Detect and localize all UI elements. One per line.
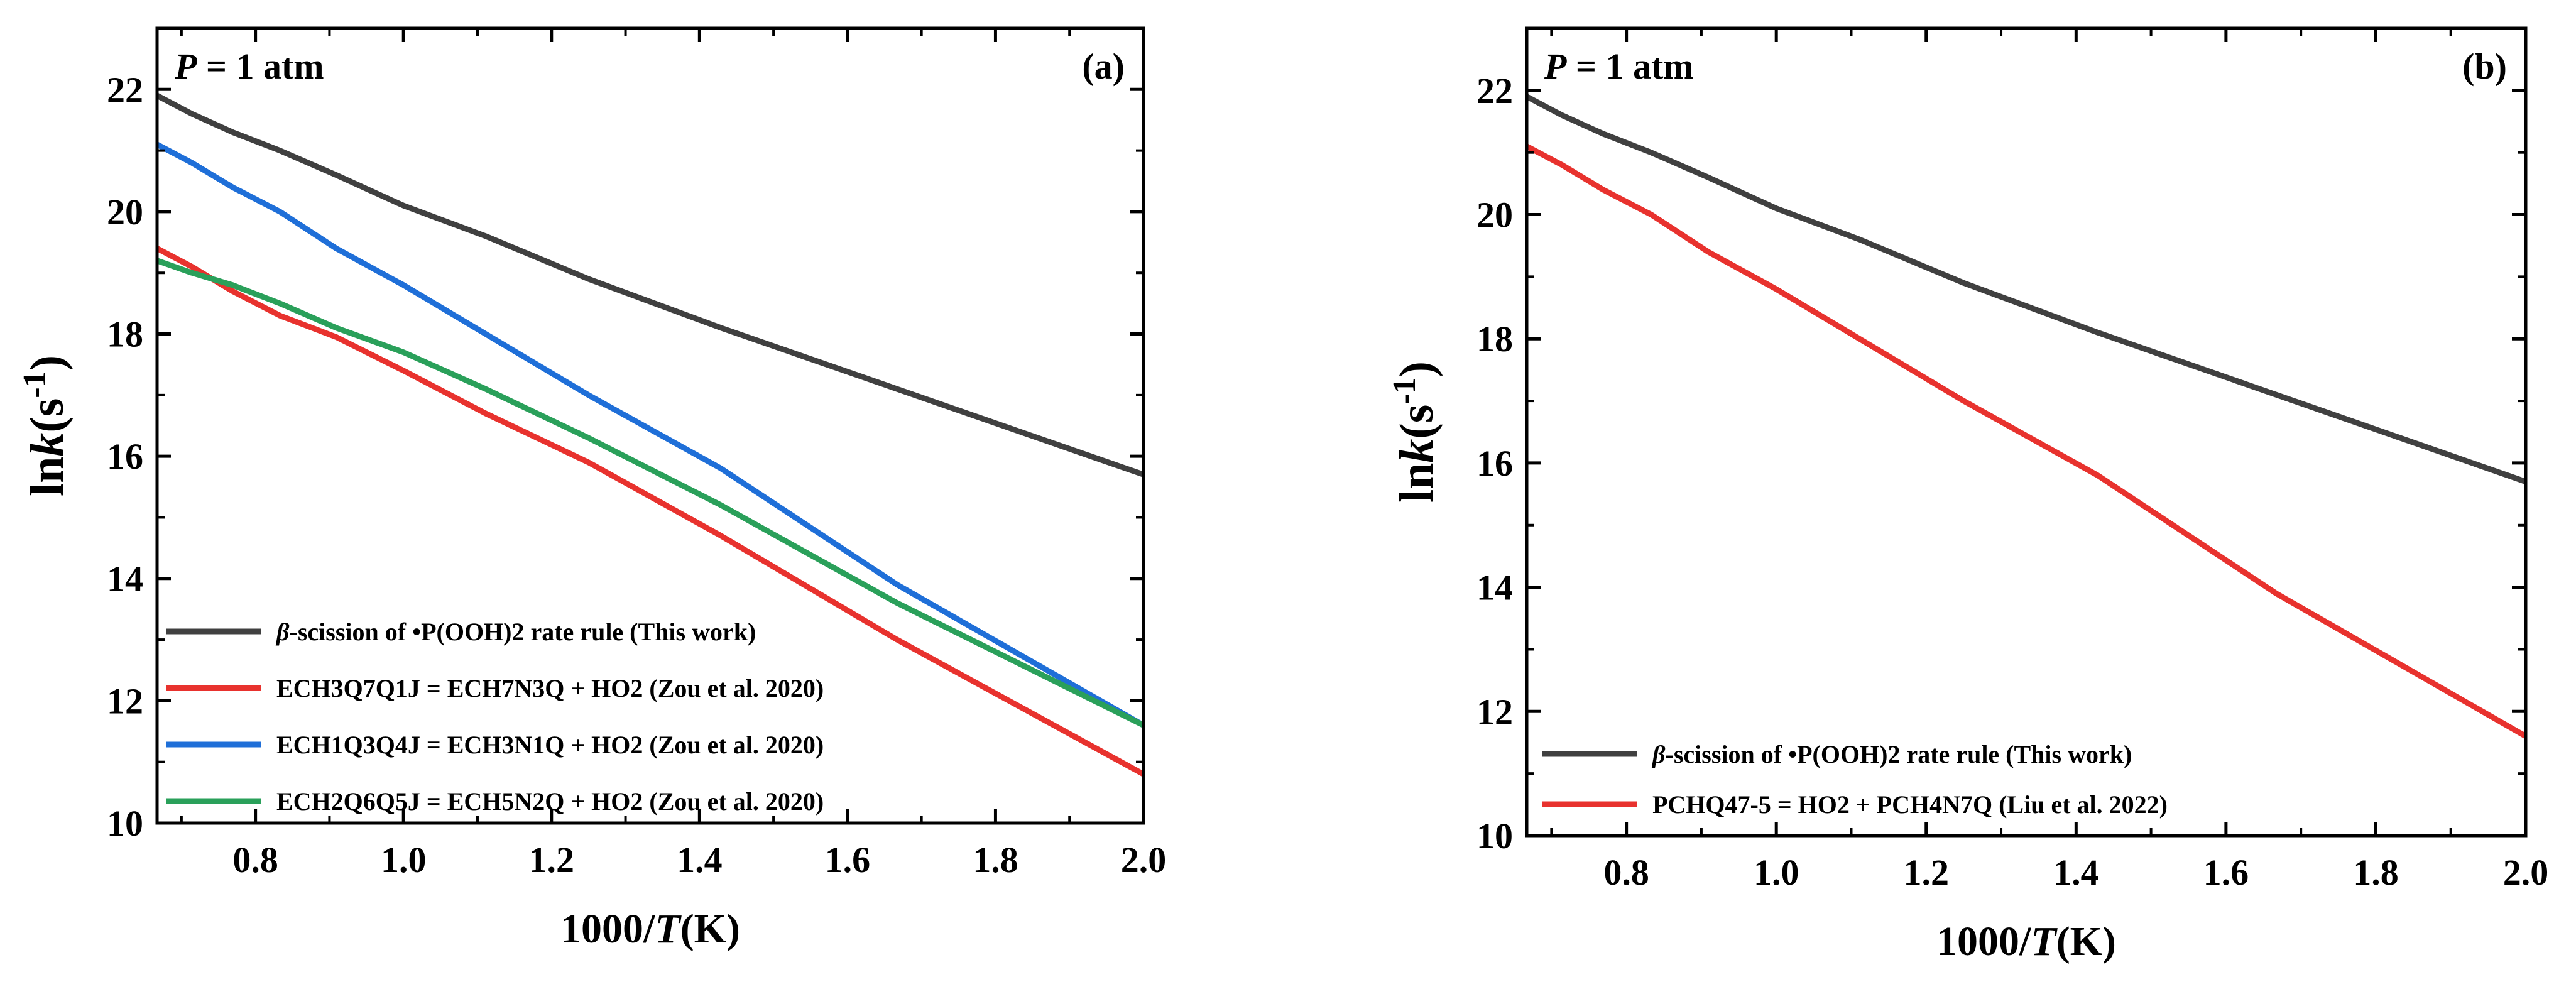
legend: β-scission of •P(OOH)2 rate rule (This w… (166, 618, 824, 816)
x-tick-label: 0.8 (1603, 852, 1649, 893)
y-axis-title: lnk(s-1) (17, 355, 74, 496)
y-tick-label: 20 (1476, 195, 1513, 236)
chart-panel-a: 0.8 1.0 1.2 1.4 1.6 1.8 2.0 10 12 14 16 18 20 22 P = 1… (17, 26, 1167, 952)
y-tick-label: 22 (1476, 70, 1513, 111)
legend-label: ECH2Q6Q5J = ECH5N2Q + HO2 (Zou et al. 20… (276, 787, 824, 816)
x-tick-label: 1.8 (973, 839, 1018, 880)
series-line-1 (157, 92, 1143, 478)
series-line-4 (157, 258, 1143, 728)
y-tick-label: 16 (1476, 443, 1513, 484)
x-axis-title: 1000/T(K) (1936, 919, 2116, 964)
series-line-2 (1527, 143, 2526, 740)
legend-label: β-scission of •P(OOH)2 rate rule (This w… (1651, 740, 2132, 768)
y-tick-label: 18 (1476, 319, 1513, 359)
y-tick-label: 20 (107, 192, 143, 232)
panel-label: (b) (2462, 46, 2507, 87)
panel-label: (a) (1082, 46, 1125, 87)
x-tick-label: 1.6 (2203, 852, 2249, 893)
chart-panel-b: 0.8 1.0 1.2 1.4 1.6 1.8 2.0 10 12 14 16 18 20 22 P = 1… (1387, 26, 2549, 964)
x-tick-label: 1.2 (529, 839, 575, 880)
legend-label: PCHQ47-5 = HO2 + PCH4N7Q (Liu et al. 202… (1652, 790, 2168, 819)
y-axis-title: lnk(s-1) (1387, 361, 1444, 503)
legend-label: ECH3Q7Q1J = ECH7N3Q + HO2 (Zou et al. 20… (276, 674, 824, 702)
plot-frame (1525, 26, 2528, 838)
x-tick-label: 0.8 (232, 839, 278, 880)
legend-label: ECH1Q3Q4J = ECH3N1Q + HO2 (Zou et al. 20… (276, 731, 824, 759)
y-tick-label: 10 (107, 803, 143, 844)
legend-label: β-scission of •P(OOH)2 rate rule (This w… (275, 618, 756, 646)
pressure-annotation: P = 1 atm (174, 46, 324, 87)
x-tick-label: 1.0 (1754, 852, 1799, 893)
pressure-annotation: P = 1 atm (1544, 46, 1694, 87)
y-tick-label: 12 (107, 680, 143, 721)
y-tick-label: 10 (1476, 816, 1513, 856)
x-tick-label: 1.2 (1904, 852, 1950, 893)
y-tick-label: 14 (107, 559, 143, 599)
y-tick-label: 16 (107, 436, 143, 477)
y-tick-label: 14 (1476, 567, 1513, 608)
x-tick-label: 2.0 (2503, 852, 2549, 893)
y-tick-label: 22 (107, 69, 143, 110)
x-tick-label: 1.0 (381, 839, 427, 880)
y-tick-label: 18 (107, 314, 143, 355)
legend: β-scission of •P(OOH)2 rate rule (This w… (1542, 740, 2168, 819)
x-tick-label: 1.8 (2353, 852, 2399, 893)
x-tick-label: 1.4 (2053, 852, 2099, 893)
y-tick-label: 12 (1476, 691, 1513, 732)
series-line-1 (1527, 94, 2526, 485)
x-axis-title: 1000/T(K) (560, 906, 740, 952)
series-line-3 (157, 141, 1143, 728)
x-tick-label: 2.0 (1121, 839, 1167, 880)
plot-frame (155, 26, 1145, 825)
x-tick-label: 1.4 (677, 839, 723, 880)
x-tick-label: 1.6 (825, 839, 871, 880)
